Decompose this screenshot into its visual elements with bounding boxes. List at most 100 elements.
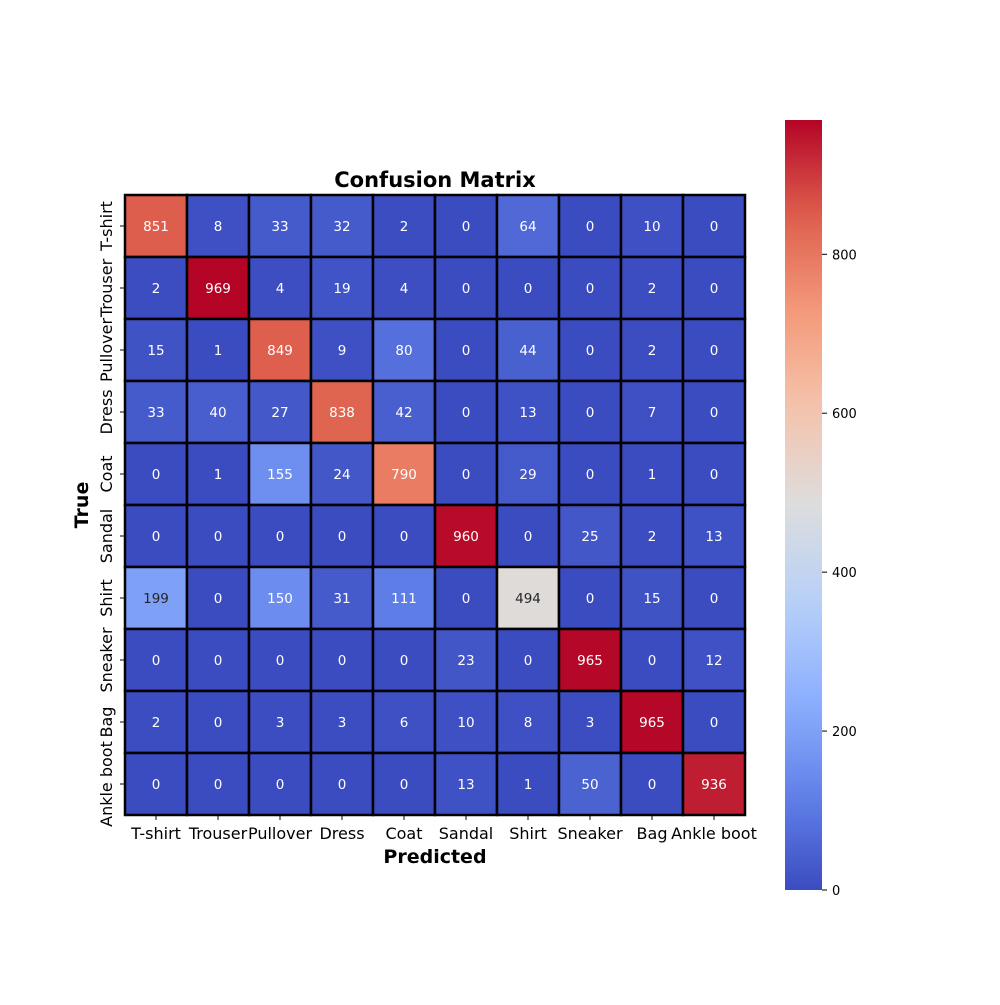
cell-value-label: 0 [214,777,223,793]
heatmap-cell [619,317,685,383]
heatmap-cell [309,565,375,631]
cell-value-label: 965 [639,715,665,731]
cell-value-label: 0 [214,715,223,731]
cell-value-label: 0 [400,777,409,793]
heatmap-cell [185,317,251,383]
cell-value-label: 0 [338,777,347,793]
cell-value-label: 27 [271,405,288,421]
cell-value-label: 1 [524,777,533,793]
y-tick-label: Trouser [97,258,116,318]
heatmap-cell [495,565,561,631]
cell-value-label: 0 [710,467,719,483]
cell-value-label: 0 [586,343,595,359]
chart-title: Confusion Matrix [334,168,536,192]
cell-value-label: 0 [710,219,719,235]
cell-value-label: 13 [519,405,536,421]
heatmap-cell [681,627,747,693]
heatmap-cell [495,317,561,383]
heatmap-cell [309,503,375,569]
heatmap-cell [433,193,499,259]
x-tick-label: Ankle boot [671,824,757,843]
x-tick-label: Sneaker [557,824,622,843]
heatmap-cell [247,503,313,569]
heatmap-cell [495,255,561,321]
cell-value-label: 3 [586,715,595,731]
cell-value-label: 15 [147,343,164,359]
cell-value-label: 0 [400,529,409,545]
cell-value-label: 42 [395,405,412,421]
cell-value-label: 0 [462,405,471,421]
heatmap-cell [619,751,685,817]
cell-value-label: 7 [648,405,657,421]
cell-value-label: 0 [462,281,471,297]
y-axis-label: True [71,482,93,529]
x-tick-label: Bag [637,824,668,843]
cell-value-label: 19 [333,281,350,297]
cell-value-label: 0 [710,281,719,297]
heatmap-cell [371,441,437,507]
cell-value-label: 111 [391,591,417,607]
x-tick-label: Trouser [188,824,248,843]
heatmap-cell [619,565,685,631]
heatmap-cell [619,255,685,321]
cell-value-label: 0 [462,219,471,235]
heatmap-cell [619,627,685,693]
heatmap-cell [371,503,437,569]
cell-value-label: 960 [453,529,479,545]
cell-value-label: 0 [524,529,533,545]
cell-value-label: 25 [581,529,598,545]
cell-value-label: 1 [214,343,223,359]
heatmap-cell [433,255,499,321]
heatmap-cell [433,379,499,445]
cell-value-label: 15 [643,591,660,607]
cell-value-label: 12 [705,653,722,669]
cell-value-label: 2 [648,529,657,545]
cell-value-label: 2 [648,343,657,359]
heatmap-cell [309,627,375,693]
heatmap-cell [557,193,623,259]
cell-value-label: 0 [152,467,161,483]
heatmap-cell [123,565,189,631]
cell-value-label: 64 [519,219,536,235]
cell-value-label: 50 [581,777,598,793]
cell-value-label: 0 [710,715,719,731]
cell-value-label: 3 [338,715,347,731]
y-tick-label: T-shirt [97,201,116,252]
cell-value-label: 150 [267,591,293,607]
heatmap-cell [123,379,189,445]
heatmap-cell [557,627,623,693]
y-tick-label: Ankle boot [97,741,116,827]
cell-value-label: 0 [586,281,595,297]
cell-value-label: 33 [271,219,288,235]
cell-value-label: 10 [643,219,660,235]
cell-value-label: 0 [524,281,533,297]
cell-value-label: 10 [457,715,474,731]
heatmap-cell [433,503,499,569]
x-axis-label: Predicted [383,846,486,868]
colorbar-tick-label: 800 [832,248,857,263]
heatmap-cell [557,751,623,817]
cell-value-label: 0 [276,653,285,669]
cell-value-label: 29 [519,467,536,483]
cell-value-label: 0 [524,653,533,669]
x-tick-label: Dress [319,824,364,843]
heatmap-cell [433,565,499,631]
y-tick-label: Pullover [97,318,116,383]
cell-value-label: 969 [205,281,231,297]
heatmap-cell [247,627,313,693]
cell-value-label: 838 [329,405,355,421]
heatmap-cell [619,689,685,755]
heatmap-cell [681,255,747,321]
y-tick-label: Dress [97,389,116,434]
heatmap-cell [557,565,623,631]
cell-value-label: 2 [152,715,161,731]
heatmap-cell [123,503,189,569]
heatmap-cell [681,193,747,259]
cell-value-label: 851 [143,219,169,235]
heatmap-cell [185,255,251,321]
colorbar-tick-label: 400 [832,566,857,581]
heatmap-cell [371,751,437,817]
cell-labels: 851 8 33 32 2 0 64 0 10 02 969 4 19 4 0 0 0 2 015 1 849 9 80 0 4… [143,219,727,793]
heatmap-cell [681,565,747,631]
